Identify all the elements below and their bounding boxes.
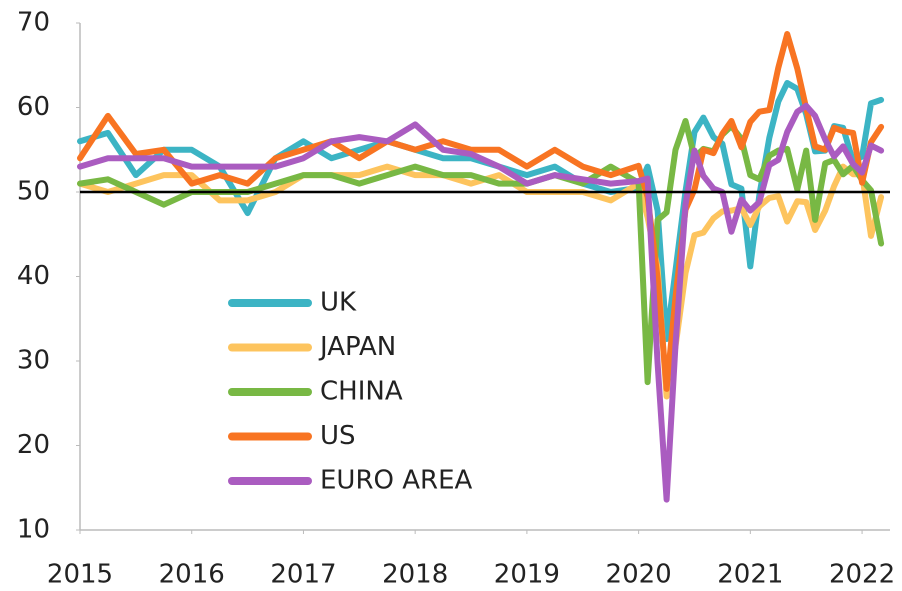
x-tick-label: 2017 <box>270 560 336 590</box>
series-line <box>77 80 885 342</box>
legend-label: US <box>320 421 356 451</box>
y-tick-label: 70 <box>17 8 50 38</box>
y-tick-label: 30 <box>17 346 50 376</box>
y-tick-label: 40 <box>17 261 50 291</box>
series-line <box>77 102 885 503</box>
y-tick-label: 50 <box>17 177 50 207</box>
x-tick-label: 2015 <box>47 560 113 590</box>
x-tick-label: 2019 <box>494 560 560 590</box>
y-tick-label: 60 <box>17 92 50 122</box>
series-line <box>77 118 885 386</box>
y-tick-label: 20 <box>17 430 50 460</box>
x-tick-label: 2022 <box>829 560 895 590</box>
x-tick-label: 2018 <box>382 560 448 590</box>
legend-label: JAPAN <box>318 332 396 362</box>
series-line <box>77 31 885 392</box>
legend-label: CHINA <box>320 377 403 407</box>
x-tick-label: 2016 <box>159 560 225 590</box>
y-tick-label: 10 <box>17 515 50 545</box>
legend-label: EURO AREA <box>320 466 473 496</box>
x-tick-label: 2020 <box>606 560 672 590</box>
x-tick-label: 2021 <box>717 560 783 590</box>
legend-label: UK <box>320 288 357 318</box>
